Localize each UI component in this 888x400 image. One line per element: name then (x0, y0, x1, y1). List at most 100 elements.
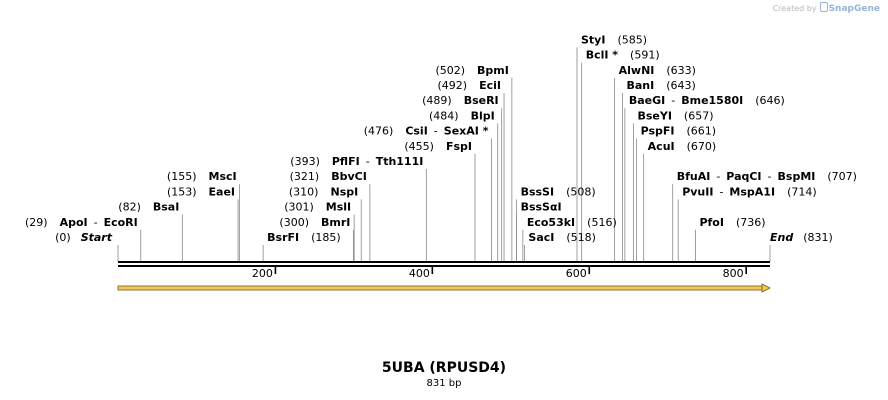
site-position: (516) (587, 216, 617, 229)
dna-backbone (118, 261, 770, 267)
tick-label: 600 (566, 267, 587, 280)
enzyme-name: BseYI (637, 109, 671, 122)
site-position: (508) (566, 185, 596, 198)
site-position: (643) (666, 79, 696, 92)
cut-site-label[interactable]: BaeGI - Bme1580I (646) (629, 94, 785, 107)
enzyme-name: PaqCI (726, 170, 761, 183)
orf-arrow-head (761, 283, 771, 293)
orf-arrow-body (117, 285, 763, 291)
cut-site-label[interactable]: PspFI (661) (641, 125, 717, 138)
enzyme-name: AlwNI (619, 64, 655, 77)
enzyme-name: PfoI (699, 216, 724, 229)
enzyme-name: MscI (209, 170, 237, 183)
cut-site-label[interactable]: EaeI (153) (167, 185, 235, 198)
cut-site-label[interactable]: BfuAI - PaqCI - BspMI (707) (677, 170, 857, 183)
enzyme-name: EciI (479, 79, 501, 92)
site-position: (310) (289, 185, 319, 198)
credit: Created by SnapGene (773, 2, 880, 14)
cut-site-label[interactable]: EciI (492) (438, 79, 502, 92)
cut-site-label[interactable]: BsrFI (185) (267, 231, 341, 244)
cut-site-label[interactable]: MscI (155) (167, 170, 237, 183)
enzyme-name: AcuI (648, 140, 675, 153)
site-position: (82) (118, 201, 141, 214)
enzyme-name: MspA1I (729, 185, 775, 198)
enzyme-name: BaeGI (629, 94, 665, 107)
site-position: (489) (422, 94, 452, 107)
enzyme-name: SacI (528, 231, 554, 244)
cut-site-label[interactable]: PvuII - MspA1I (714) (682, 185, 816, 198)
enzyme-name: StyI (581, 33, 605, 46)
cut-site-label[interactable]: BssSαI (521, 201, 562, 214)
cut-site-label[interactable]: BbvCI (321) (290, 170, 367, 183)
cut-site-label[interactable]: SexAI *-CsiI (476) (364, 125, 489, 138)
enzyme-name: BspMI (778, 170, 816, 183)
cut-site-label[interactable]: StyI (585) (581, 33, 647, 46)
enzyme-name: BlpI (471, 109, 495, 122)
snapgene-logo-icon (819, 2, 828, 12)
cut-site-label[interactable]: BssSI (508) (521, 185, 596, 198)
credit-text: Created by (772, 4, 817, 13)
site-position: (670) (687, 140, 717, 153)
enzyme-name: EcoRI (104, 216, 138, 229)
site-position: (155) (167, 170, 197, 183)
cut-site-label[interactable]: Tth111I-PflFI (393) (290, 155, 423, 168)
cut-site-label[interactable]: NspI (310) (289, 185, 358, 198)
map-title: 5UBA (RPUSD4) (381, 360, 507, 376)
cut-site-label[interactable]: BlpI (484) (429, 109, 495, 122)
cut-site-label[interactable]: EcoRI-ApoI (29) (25, 216, 138, 229)
enzyme-name: BmrI (321, 216, 350, 229)
site-position: (661) (687, 125, 717, 138)
site-position: (633) (666, 64, 696, 77)
tick-label: 400 (409, 267, 430, 280)
cut-site-label[interactable]: BmrI (300) (279, 216, 350, 229)
cut-site-label[interactable]: AlwNI (633) (619, 64, 696, 77)
enzyme-name: BssSαI (521, 201, 562, 214)
enzyme-name: PvuII (682, 185, 713, 198)
cut-site-label[interactable]: SacI (518) (528, 231, 596, 244)
cut-site-label[interactable]: BseRI (489) (422, 94, 499, 107)
site-position: (492) (438, 79, 468, 92)
enzyme-separator: - (716, 170, 720, 183)
site-position: (185) (311, 231, 341, 244)
leader-lines (117, 47, 771, 262)
cut-site-label[interactable]: BseYI (657) (637, 109, 713, 122)
enzyme-name: BclI * (586, 49, 619, 62)
cut-site-label[interactable]: BanI (643) (626, 79, 695, 92)
enzyme-separator: - (768, 170, 772, 183)
enzyme-name: NspI (330, 185, 358, 198)
cut-site-label[interactable]: BpmI (502) (435, 64, 508, 77)
enzyme-name: EaeI (209, 185, 236, 198)
site-position: (736) (736, 216, 766, 229)
end-label: End (770, 231, 793, 244)
site-position: (585) (617, 33, 647, 46)
cut-site-label[interactable]: FspI (455) (404, 140, 472, 153)
enzyme-separator: - (366, 155, 370, 168)
enzyme-name: BanI (626, 79, 654, 92)
cut-site-label[interactable]: BclI * (591) (586, 49, 660, 62)
cut-site-label[interactable]: BsaI (82) (118, 201, 179, 214)
cut-site-label[interactable]: AcuI (670) (648, 140, 717, 153)
cut-site-label[interactable]: PfoI (736) (699, 216, 765, 229)
site-position: (646) (755, 94, 785, 107)
enzyme-name: BseRI (464, 94, 499, 107)
enzyme-name: Bme1580I (681, 94, 743, 107)
cut-site-label[interactable]: MslI (301) (284, 201, 351, 214)
enzyme-separator: - (719, 185, 723, 198)
credit-brand: SnapGene (828, 4, 880, 14)
enzyme-separator: - (94, 216, 98, 229)
enzyme-name: BfuAI (677, 170, 711, 183)
orf-feature (117, 283, 771, 293)
site-position: (714) (787, 185, 817, 198)
cut-site-label[interactable]: Eco53kI (516) (527, 216, 617, 229)
site-position: (153) (167, 185, 197, 198)
site-position: (393) (290, 155, 320, 168)
enzyme-separator: - (671, 94, 675, 107)
tick-label: 200 (252, 267, 273, 280)
enzyme-name: MslI (326, 201, 351, 214)
enzyme-name: BsaI (153, 201, 179, 214)
enzyme-name: Tth111I (376, 155, 424, 168)
enzyme-name: CsiI (405, 125, 427, 138)
enzyme-name: SexAI * (444, 125, 489, 138)
site-position: (455) (404, 140, 434, 153)
